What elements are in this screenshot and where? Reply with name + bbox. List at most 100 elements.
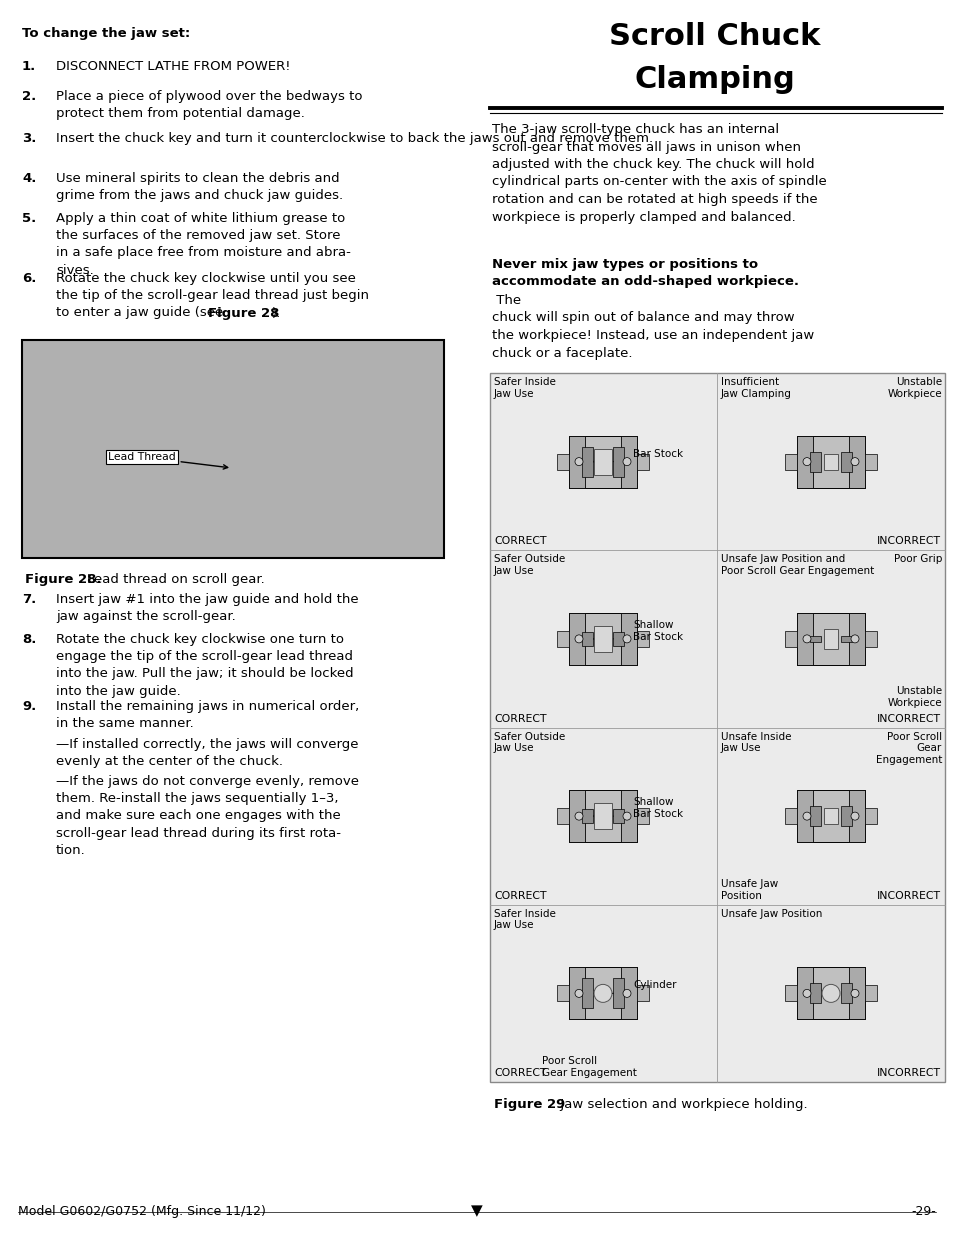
Bar [620,436,637,488]
Text: 9.: 9. [22,700,36,713]
Text: Safer Outside
Jaw Use: Safer Outside Jaw Use [494,731,565,753]
Bar [568,790,637,842]
Text: Insert the chuck key and turn it counterclockwise to back the jaws out and remov: Insert the chuck key and turn it counter… [56,132,653,144]
Text: The 3-jaw scroll-type chuck has an internal
scroll-gear that moves all jaws in u: The 3-jaw scroll-type chuck has an inter… [492,124,826,224]
Text: Safer Inside
Jaw Use: Safer Inside Jaw Use [494,377,556,399]
Text: Safer Inside
Jaw Use: Safer Inside Jaw Use [494,909,556,930]
Text: Unsafe Jaw Position and
Poor Scroll Gear Engagement: Unsafe Jaw Position and Poor Scroll Gear… [720,555,873,576]
Text: 4.: 4. [22,172,36,185]
Bar [796,967,864,1019]
Text: 1.: 1. [22,61,36,73]
Text: 6.: 6. [22,272,36,285]
Bar [864,808,876,824]
Text: Model G0602/G0752 (Mfg. Since 11/12): Model G0602/G0752 (Mfg. Since 11/12) [18,1205,266,1218]
Bar [568,436,584,488]
Text: Rotate the chuck key clockwise until you see
the tip of the scroll-gear lead thr: Rotate the chuck key clockwise until you… [56,272,369,320]
Circle shape [575,458,582,466]
Bar [796,436,812,488]
Bar [637,986,648,1002]
Circle shape [802,458,810,466]
Text: Install the remaining jaws in numerical order,
in the same manner.: Install the remaining jaws in numerical … [56,700,359,730]
Text: To change the jaw set:: To change the jaw set: [22,27,190,40]
Bar [796,436,864,488]
Text: CORRECT: CORRECT [494,1068,546,1078]
Text: 8.: 8. [22,634,36,646]
Text: 7.: 7. [22,593,36,606]
Bar [637,631,648,647]
Text: -29-: -29- [910,1205,935,1218]
Circle shape [850,813,858,820]
Text: Lead thread on scroll gear.: Lead thread on scroll gear. [87,573,265,585]
Bar [637,808,648,824]
Bar [613,632,623,646]
Text: Unstable
Workpiece: Unstable Workpiece [886,685,941,708]
Text: Lead Thread: Lead Thread [108,452,228,469]
Bar [848,613,864,664]
Bar [784,453,796,469]
Bar [594,448,612,474]
Circle shape [594,984,612,1003]
Text: Unsafe Jaw Position: Unsafe Jaw Position [720,909,821,919]
Text: INCORRECT: INCORRECT [876,714,940,724]
Text: Shallow
Bar Stock: Shallow Bar Stock [633,798,682,819]
Bar [594,803,612,829]
Bar [784,986,796,1002]
Bar [809,806,821,826]
Text: Apply a thin coat of white lithium grease to
the surfaces of the removed jaw set: Apply a thin coat of white lithium greas… [56,212,351,277]
Bar [823,453,837,469]
Bar [637,453,648,469]
Bar [568,436,637,488]
Text: Cylinder: Cylinder [633,981,676,990]
Text: ).: ). [272,308,281,320]
Text: Use mineral spirits to clean the debris and
grime from the jaws and chuck jaw gu: Use mineral spirits to clean the debris … [56,172,343,203]
Text: DISCONNECT LATHE FROM POWER!: DISCONNECT LATHE FROM POWER! [56,61,291,73]
Bar [620,613,637,664]
Bar [594,626,612,652]
Bar [620,967,637,1019]
Text: Figure 28: Figure 28 [208,308,279,320]
Bar [613,447,623,477]
Bar [796,613,864,664]
Circle shape [850,458,858,466]
Bar [796,790,812,842]
Text: Clamping: Clamping [634,65,795,94]
Circle shape [622,458,630,466]
Bar [557,986,568,1002]
Circle shape [622,813,630,820]
Bar [557,631,568,647]
Circle shape [802,989,810,998]
Text: INCORRECT: INCORRECT [876,890,940,900]
Circle shape [850,989,858,998]
Text: Insufficient
Jaw Clamping: Insufficient Jaw Clamping [720,377,791,399]
Text: Figure 28.: Figure 28. [25,573,101,585]
Text: The
chuck will spin out of balance and may throw
the workpiece! Instead, use an : The chuck will spin out of balance and m… [492,294,814,359]
Circle shape [575,635,582,643]
Circle shape [622,635,630,643]
Bar [841,806,851,826]
Bar [581,978,593,1008]
Bar [864,453,876,469]
Text: INCORRECT: INCORRECT [876,1068,940,1078]
Text: Unstable
Workpiece: Unstable Workpiece [886,377,941,399]
Text: Scroll Chuck: Scroll Chuck [609,22,820,51]
Text: Safer Outside
Jaw Use: Safer Outside Jaw Use [494,555,565,576]
Text: INCORRECT: INCORRECT [876,536,940,546]
Bar [568,967,584,1019]
Bar [841,636,851,642]
Text: Rotate the chuck key clockwise one turn to
engage the tip of the scroll-gear lea: Rotate the chuck key clockwise one turn … [56,634,354,698]
Circle shape [802,813,810,820]
Bar [864,986,876,1002]
Text: 2.: 2. [22,90,36,103]
Bar [809,983,821,1003]
Bar [823,629,837,648]
Bar [848,436,864,488]
Bar [848,790,864,842]
Text: Unsafe Jaw
Position: Unsafe Jaw Position [720,879,778,900]
Bar [557,453,568,469]
Circle shape [575,813,582,820]
Circle shape [575,989,582,998]
Bar [490,373,944,1082]
Text: Unsafe Inside
Jaw Use: Unsafe Inside Jaw Use [720,731,791,753]
Text: Shallow
Bar Stock: Shallow Bar Stock [633,620,682,642]
Circle shape [802,635,810,643]
